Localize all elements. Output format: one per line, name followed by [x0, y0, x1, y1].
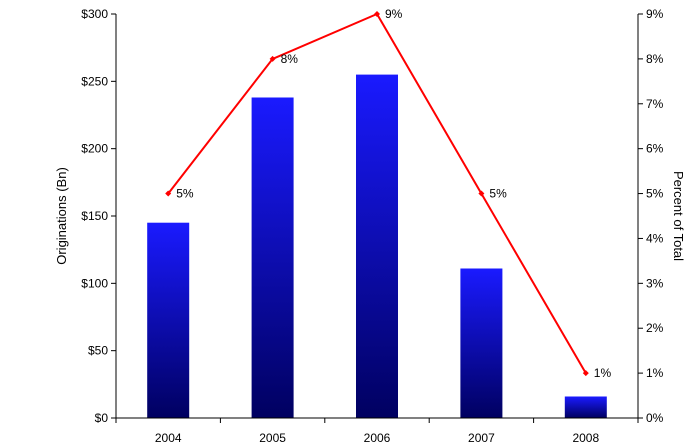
percent-data-label-2005: 8% — [281, 52, 299, 66]
y-tick-label: $150 — [81, 209, 108, 223]
bar-2004 — [147, 222, 190, 418]
labels-group: 5% 8% 9% 5% 1% — [176, 7, 611, 380]
y2-axis-title: Percent of Total — [671, 171, 686, 261]
y-tick-label: $50 — [88, 344, 108, 358]
percent-point-2004 — [165, 190, 172, 197]
percent-data-label-2004: 5% — [176, 187, 194, 201]
y2-tick-label: 3% — [646, 276, 664, 290]
y-tick-label: $0 — [95, 411, 109, 425]
y2-tick-label: 1% — [646, 366, 664, 380]
percent-data-label-2006: 9% — [385, 7, 403, 21]
percent-point-2007 — [478, 190, 485, 197]
y2-tick-label: 5% — [646, 187, 664, 201]
x-tick-label: 2008 — [572, 431, 599, 445]
y-tick-label: $200 — [81, 142, 108, 156]
bar-2008 — [564, 396, 607, 418]
y-tick-label: $250 — [81, 74, 108, 88]
percent-point-2008 — [582, 370, 589, 377]
y2-tick-label: 8% — [646, 52, 664, 66]
bar-2005 — [251, 97, 294, 418]
y2-tick-label: 0% — [646, 411, 664, 425]
y2-tick-label: 6% — [646, 142, 664, 156]
x-tick-label: 2005 — [259, 431, 286, 445]
bar-2007 — [460, 268, 503, 418]
y2-tick-label: 7% — [646, 97, 664, 111]
y2-tick-label: 2% — [646, 321, 664, 335]
y2-tick-label: 9% — [646, 7, 664, 21]
y-tick-label: $100 — [81, 276, 108, 290]
percent-data-label-2007: 5% — [489, 187, 507, 201]
percent-point-2006 — [374, 11, 380, 17]
x-tick-label: 2004 — [155, 431, 182, 445]
axes-group: $0 $50 $100 $150 $200 $250 $300 0% 1% 2% 3% 4% 5% 6% 7… — [81, 7, 663, 445]
y2-tick-label: 4% — [646, 231, 664, 245]
line-series-group — [165, 11, 589, 377]
y-axis-title: Originations (Bn) — [54, 167, 69, 265]
percent-point-2005 — [269, 55, 276, 62]
y-tick-label: $300 — [81, 7, 108, 21]
bars-group — [147, 74, 607, 418]
x-tick-label: 2007 — [468, 431, 495, 445]
x-tick-label: 2006 — [364, 431, 391, 445]
percent-data-label-2008: 1% — [594, 366, 612, 380]
bar-2006 — [356, 74, 398, 418]
